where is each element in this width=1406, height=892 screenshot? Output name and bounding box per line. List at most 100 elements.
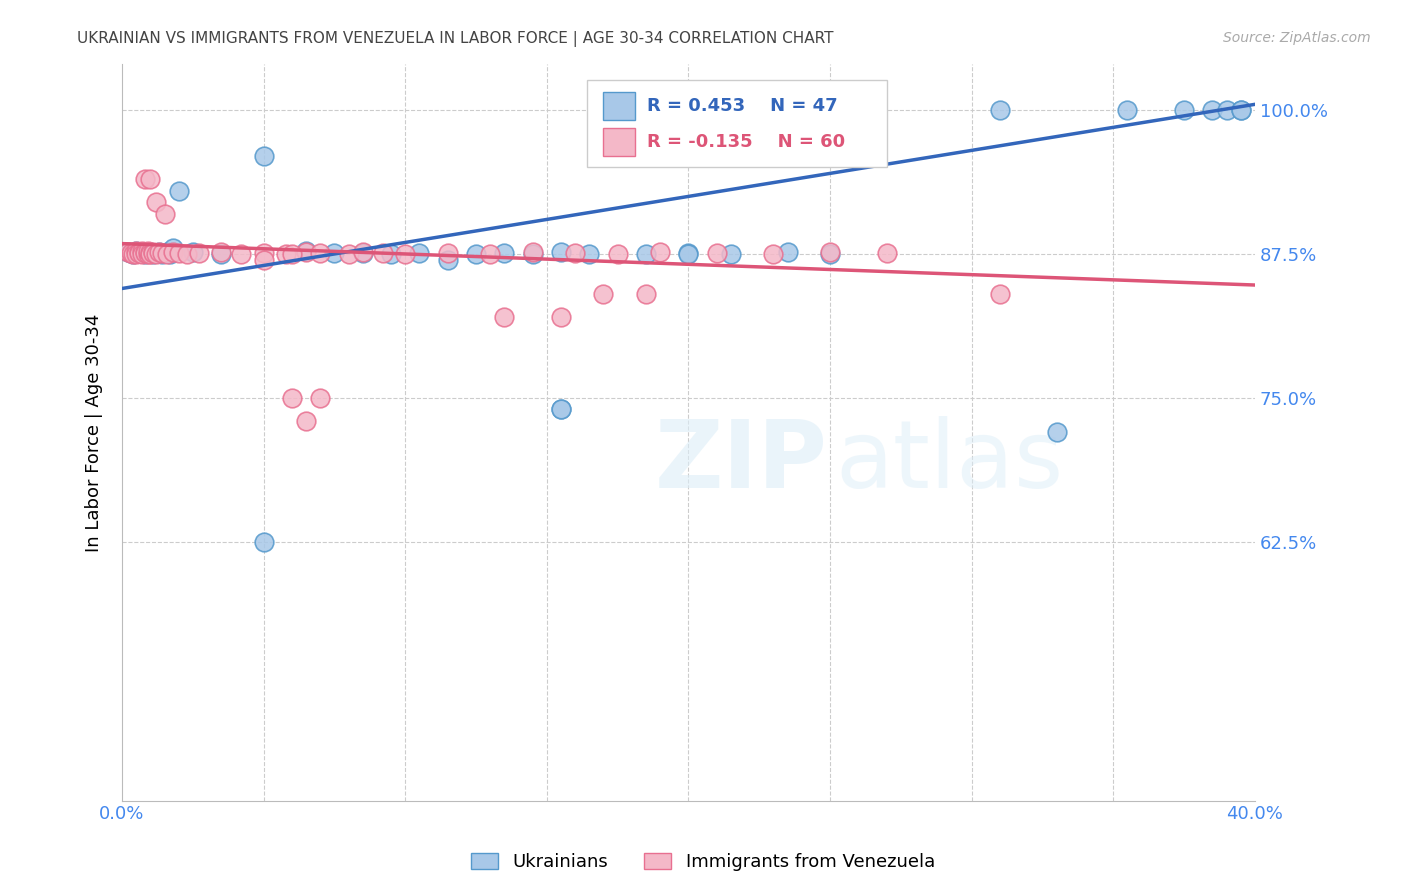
Point — [706, 245, 728, 260]
Point — [436, 245, 458, 260]
Point — [1046, 425, 1069, 440]
Point — [253, 534, 276, 549]
Point — [134, 172, 156, 186]
Point — [125, 244, 148, 258]
Point — [156, 244, 179, 259]
Point — [142, 245, 165, 260]
Point — [465, 247, 488, 261]
Bar — [603, 92, 636, 120]
Point — [253, 252, 276, 267]
Point — [148, 244, 170, 259]
Point — [145, 195, 167, 210]
Point — [1173, 103, 1195, 117]
Point — [606, 247, 628, 261]
Point — [550, 244, 572, 259]
Point — [550, 402, 572, 417]
Point — [295, 414, 318, 428]
Point — [352, 244, 374, 259]
Point — [436, 252, 458, 267]
Point — [494, 310, 516, 325]
Point — [122, 247, 145, 261]
Point — [762, 247, 785, 261]
Point — [1116, 103, 1139, 117]
Point — [156, 247, 179, 261]
Point — [139, 244, 162, 259]
Point — [153, 207, 176, 221]
Point — [1215, 103, 1237, 117]
Point — [550, 402, 572, 417]
Point — [564, 245, 586, 260]
Point — [181, 244, 204, 259]
Point — [522, 247, 544, 261]
Point — [187, 245, 209, 260]
Point — [128, 245, 150, 260]
Text: R = 0.453    N = 47: R = 0.453 N = 47 — [647, 97, 837, 115]
Point — [134, 245, 156, 260]
Point — [142, 247, 165, 261]
Point — [131, 247, 153, 261]
Point — [678, 245, 700, 260]
Point — [295, 244, 318, 258]
Point — [281, 391, 304, 405]
Text: UKRAINIAN VS IMMIGRANTS FROM VENEZUELA IN LABOR FORCE | AGE 30-34 CORRELATION CH: UKRAINIAN VS IMMIGRANTS FROM VENEZUELA I… — [77, 31, 834, 47]
Point — [167, 245, 190, 260]
Point — [159, 247, 181, 261]
Point — [117, 244, 139, 259]
Point — [550, 310, 572, 325]
Point — [281, 247, 304, 261]
Point — [876, 245, 898, 260]
Point — [148, 244, 170, 259]
Point — [209, 247, 232, 261]
Point — [988, 287, 1011, 301]
Point — [229, 247, 252, 261]
Point — [323, 245, 346, 260]
Point — [1201, 103, 1223, 117]
Point — [352, 245, 374, 260]
Point — [209, 244, 232, 259]
Point — [253, 149, 276, 163]
Point — [150, 245, 173, 260]
Point — [408, 245, 430, 260]
FancyBboxPatch shape — [586, 80, 887, 167]
Point — [139, 247, 162, 261]
Text: Source: ZipAtlas.com: Source: ZipAtlas.com — [1223, 31, 1371, 45]
Point — [153, 245, 176, 260]
Point — [162, 244, 184, 259]
Point — [150, 247, 173, 261]
Point — [479, 247, 502, 261]
Point — [818, 247, 841, 261]
Point — [125, 244, 148, 258]
Point — [136, 245, 159, 260]
Point — [131, 244, 153, 258]
Point — [253, 245, 276, 260]
Point — [1229, 103, 1251, 117]
Point — [125, 247, 148, 261]
Text: atlas: atlas — [835, 416, 1064, 508]
Point — [776, 244, 799, 259]
Point — [120, 245, 142, 260]
Point — [578, 247, 600, 261]
Point — [131, 244, 153, 259]
Point — [494, 245, 516, 260]
Point — [176, 247, 198, 261]
Point — [1229, 103, 1251, 117]
Point — [592, 287, 614, 301]
Point — [142, 244, 165, 259]
Point — [337, 247, 360, 261]
Point — [145, 247, 167, 261]
Text: R = -0.135    N = 60: R = -0.135 N = 60 — [647, 133, 845, 151]
Point — [139, 172, 162, 186]
Point — [120, 245, 142, 260]
Point — [167, 184, 190, 198]
Point — [380, 247, 402, 261]
Point — [988, 103, 1011, 117]
Point — [128, 245, 150, 260]
Point — [818, 244, 841, 259]
Point — [634, 247, 657, 261]
Point — [117, 244, 139, 259]
Point — [309, 391, 332, 405]
Point — [134, 244, 156, 259]
Point — [650, 244, 672, 259]
Point — [634, 287, 657, 301]
Point — [522, 244, 544, 259]
